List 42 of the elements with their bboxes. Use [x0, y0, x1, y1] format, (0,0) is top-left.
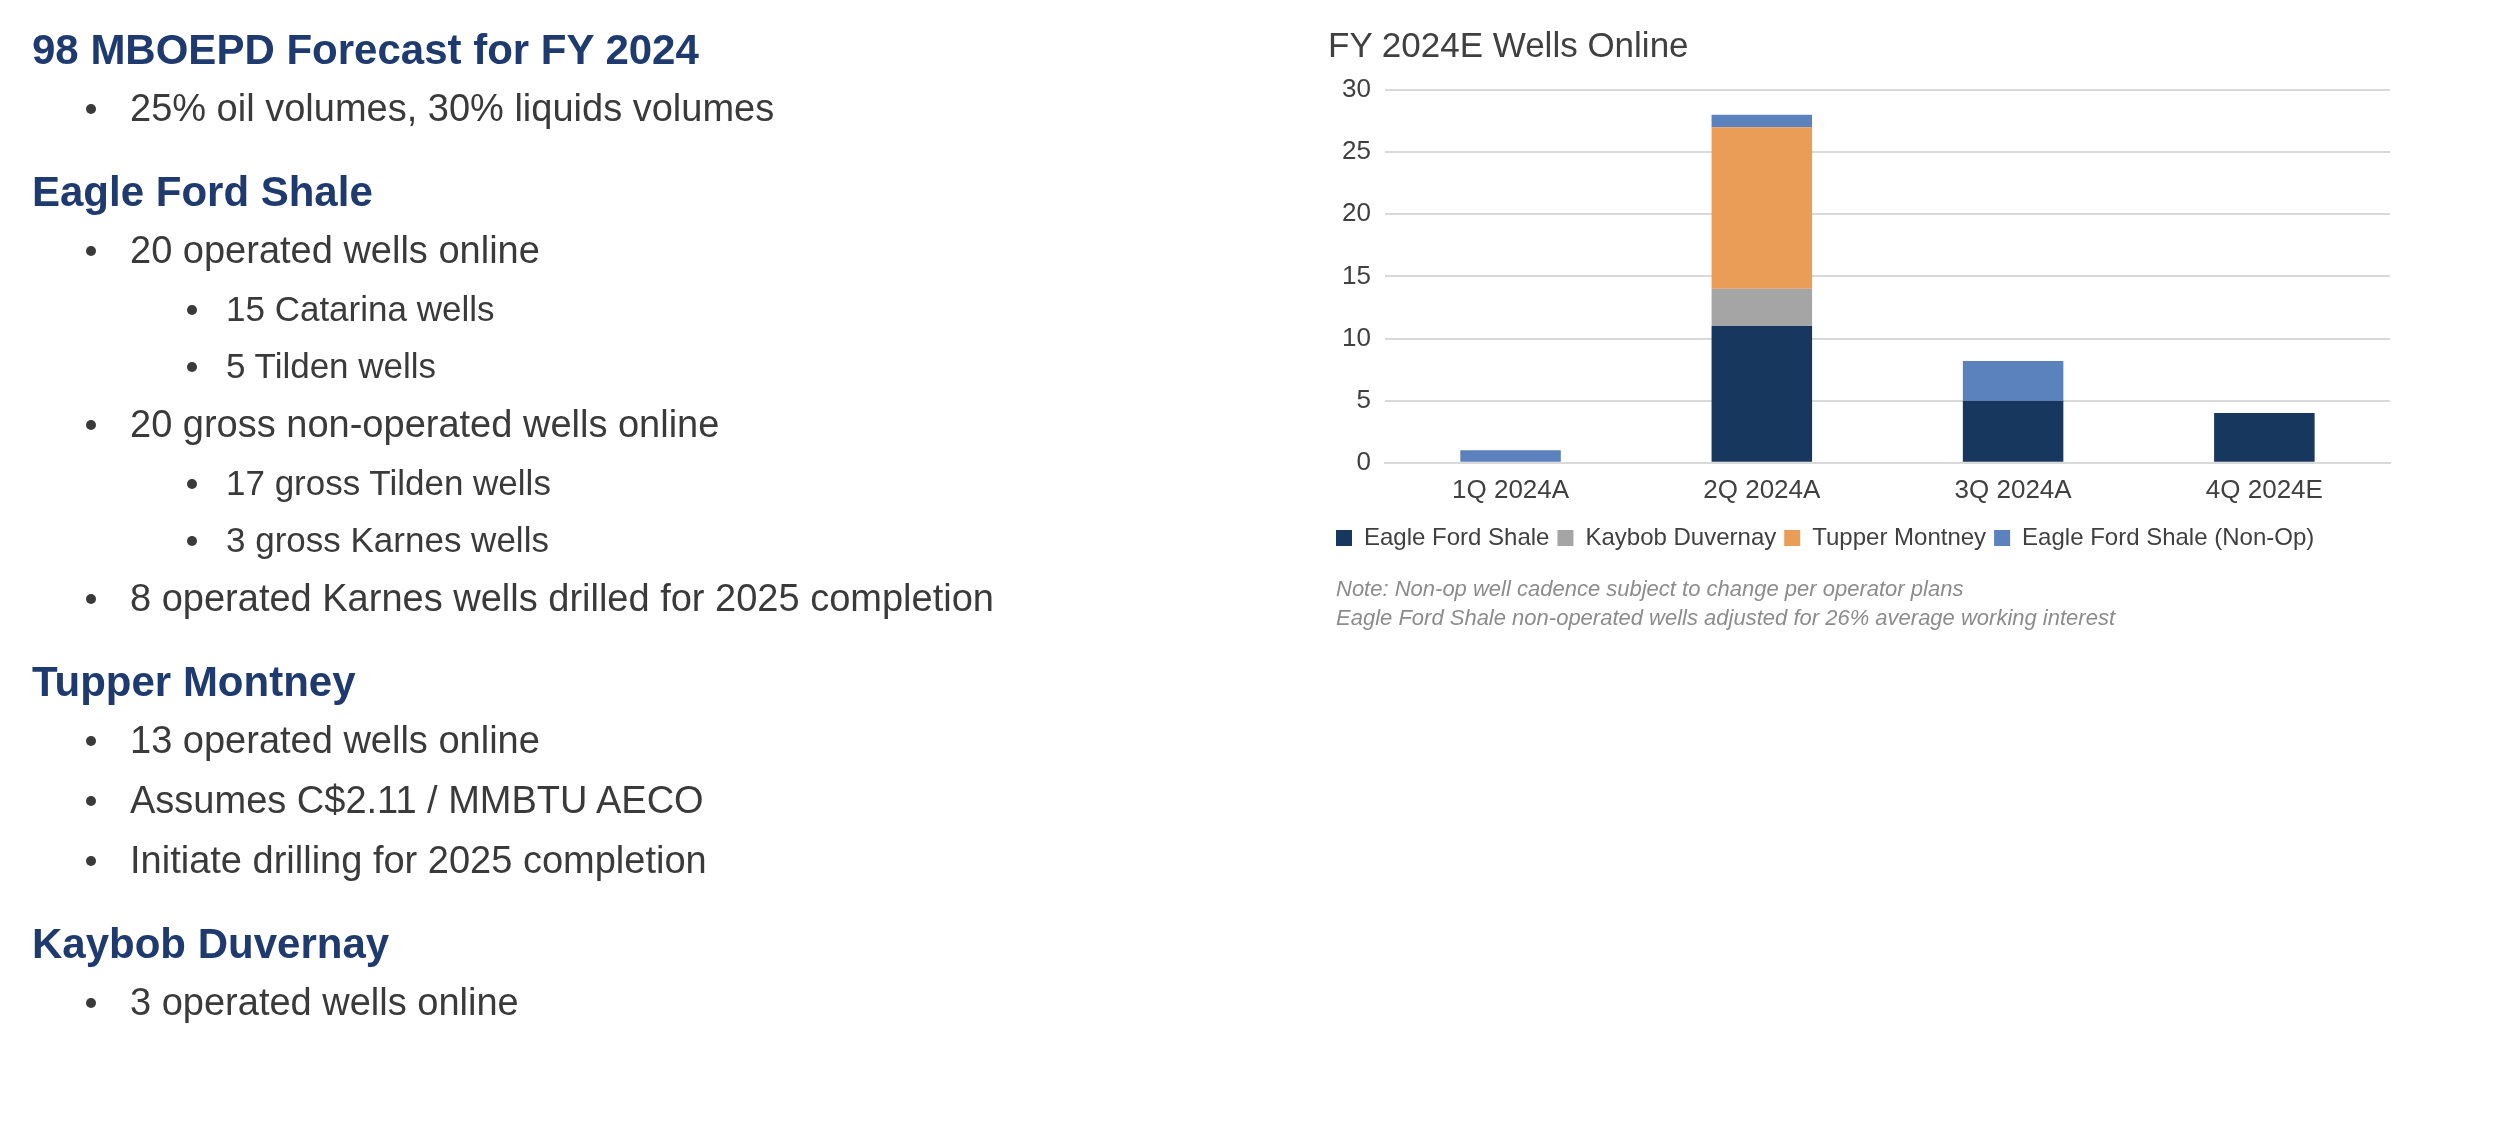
text: 17 gross Tilden wells [226, 463, 551, 502]
y-tick-label: 25 [1342, 135, 1371, 166]
text: 98 MBOEPD Forecast for FY 2024 [32, 25, 700, 75]
text: Note: Non-op well cadence subject to change per operator plans [1336, 575, 1965, 603]
text: Eagle Ford Shale [32, 167, 374, 217]
legend-label: Eagle Ford Shale (Non-Op) [2022, 522, 2315, 550]
x-tick-label: 3Q 2024A [1954, 473, 2073, 504]
text: 13 operated wells online [130, 719, 540, 761]
y-tick-label: 5 [1356, 383, 1371, 414]
text: 3 gross Karnes wells [226, 520, 549, 559]
bar [1711, 114, 1813, 128]
y-tick-label: 10 [1342, 321, 1371, 352]
legend-label: Kaybob Duvernay [1585, 522, 1777, 550]
x-tick-label: 4Q 2024E [2205, 473, 2323, 504]
y-tick-label: 15 [1342, 259, 1371, 290]
y-tick-label: 0 [1356, 445, 1371, 476]
text: 8 operated Karnes wells drilled for 2025 completion [130, 577, 994, 619]
bar [2214, 413, 2315, 462]
text: 20 operated wells online [130, 229, 540, 271]
text: 3 operated wells online [130, 981, 519, 1023]
bar [1460, 450, 1561, 462]
text: Kaybob Duvernay [32, 919, 391, 969]
text: 5 Tilden wells [226, 346, 437, 385]
x-tick-label: 2Q 2024A [1703, 473, 1822, 504]
bar [1962, 400, 2064, 462]
text: Eagle Ford Shale non-operated wells adjusted for 26% average working interest [1336, 604, 2116, 632]
bar [1711, 288, 1813, 327]
bar [1711, 127, 1813, 289]
bar [1711, 326, 1813, 462]
text: 25% oil volumes, 30% liquids volumes [130, 87, 775, 129]
legend-label: Tupper Montney [1812, 522, 1987, 550]
chart-title: FY 2024E Wells Online [1328, 24, 1689, 64]
text: 20 gross non-operated wells online [130, 403, 720, 445]
text: 15 Catarina wells [226, 289, 495, 328]
text: Initiate drilling for 2025 completion [130, 839, 707, 881]
bar [1962, 360, 2064, 401]
text: Assumes C$2.11 / MMBTU AECO [130, 779, 704, 821]
x-tick-label: 1Q 2024A [1452, 473, 1570, 504]
y-tick-label: 20 [1342, 197, 1371, 228]
text: Tupper Montney [32, 657, 357, 707]
legend-label: Eagle Ford Shale [1364, 522, 1550, 550]
y-tick-label: 30 [1342, 73, 1371, 104]
